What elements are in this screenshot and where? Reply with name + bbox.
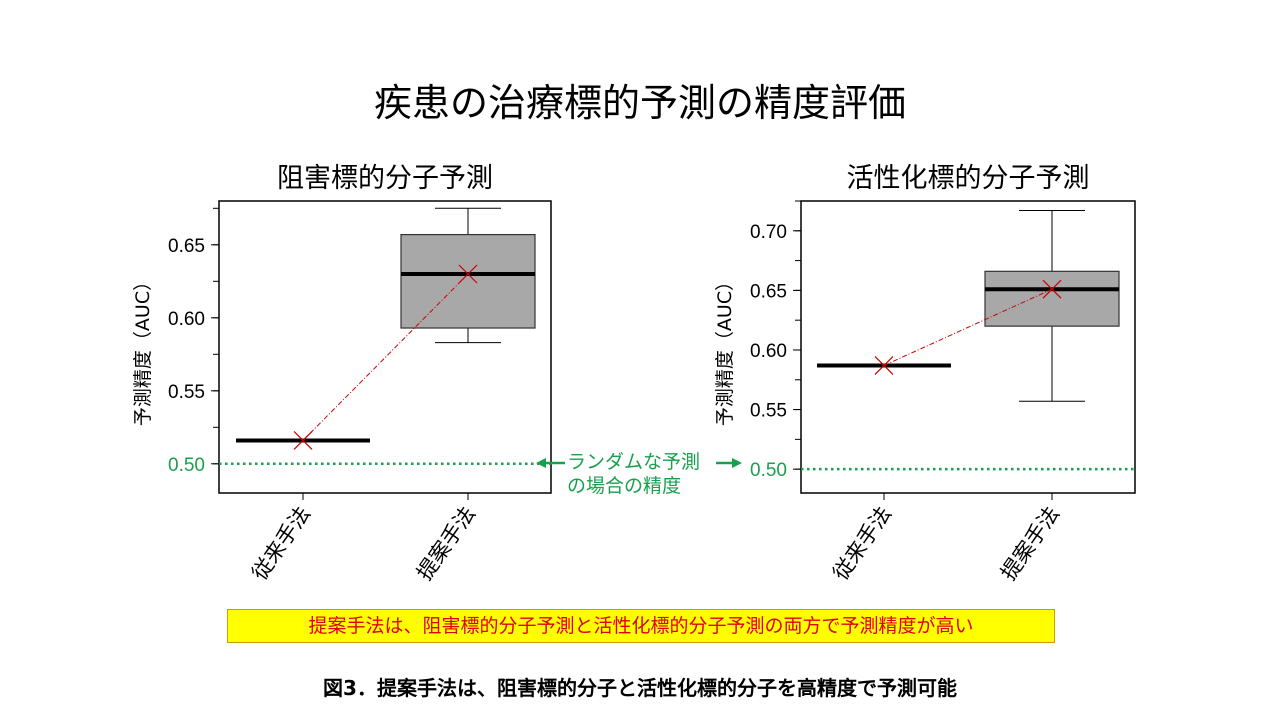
y-tick-label: 0.55 <box>168 382 205 403</box>
category-label: 従来手法 <box>247 502 315 585</box>
conclusion-banner: 提案手法は、阻害標的分子予測と活性化標的分子予測の両方で予測精度が高い <box>227 609 1055 643</box>
chart-2: 活性化標的分子予測 0.50 0.55 0.60 0.65 0.70 予測精度（AUC） 従来… <box>714 163 1136 585</box>
annotation-arrows <box>536 458 742 468</box>
category-label: 提案手法 <box>412 502 480 585</box>
chart-title: 阻害標的分子予測 <box>277 163 493 194</box>
figure-caption: 図3．提案手法は、阻害標的分子と活性化標的分子を高精度で予測可能 <box>323 676 957 700</box>
y-tick-label: 0.50 <box>750 460 787 481</box>
y-tick-label: 0.65 <box>750 281 787 302</box>
random-baseline-annotation: ランダムな予測 の場合の精度 <box>567 450 700 498</box>
mean-connector <box>302 273 469 441</box>
annotation-line-2: の場合の精度 <box>567 475 682 497</box>
plot-frame <box>218 200 552 494</box>
arrow-left-head <box>536 458 546 468</box>
y-axis-label: 予測精度（AUC） <box>714 272 736 426</box>
iqr-box <box>984 270 1120 327</box>
box-2 <box>984 210 1120 402</box>
y-tick-label: 0.55 <box>750 401 787 422</box>
mean-connector <box>883 288 1053 366</box>
page-title: 疾患の治療標的予測の精度評価 <box>373 81 906 125</box>
chart-1: 阻害標的分子予測 0.50 0.55 0.60 0.65 予測精度（AUC） 従来手法 提案手… <box>132 163 552 585</box>
annotation-line-1: ランダムな予測 <box>567 451 701 473</box>
y-axis-label: 予測精度（AUC） <box>132 272 154 426</box>
y-tick-label: 0.50 <box>168 455 205 476</box>
category-label: 従来手法 <box>828 502 896 585</box>
plot-frame <box>800 200 1136 494</box>
y-tick-label: 0.70 <box>750 222 787 243</box>
y-tick-label: 0.60 <box>750 341 787 362</box>
iqr-box <box>400 233 536 329</box>
chart-title: 活性化標的分子予測 <box>847 163 1090 194</box>
category-label: 提案手法 <box>996 502 1064 585</box>
box-2 <box>400 207 536 344</box>
arrow-right-head <box>732 458 742 468</box>
y-tick-label: 0.65 <box>168 236 205 257</box>
y-tick-label: 0.60 <box>168 309 205 330</box>
